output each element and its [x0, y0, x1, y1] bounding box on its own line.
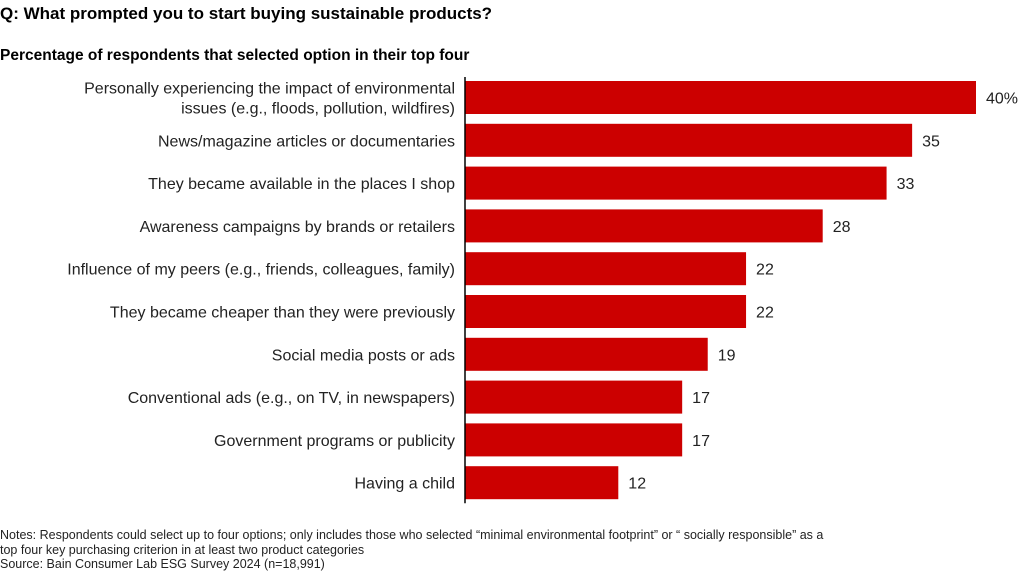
chart-footer: Notes: Respondents could select up to fo…	[0, 528, 1020, 572]
category-label-2: News/magazine articles or documentaries	[158, 133, 455, 150]
value-label-5: 22	[756, 262, 774, 279]
chart-question: Q: What prompted you to start buying sus…	[0, 4, 493, 23]
value-label-2: 35	[922, 133, 940, 150]
bar-9	[465, 423, 683, 457]
chart-subtitle: Percentage of respondents that selected …	[0, 47, 470, 64]
notes-line-2: top four key purchasing criterion in at …	[0, 542, 365, 557]
bar-7	[465, 337, 708, 371]
category-label-6: They became cheaper than they were previ…	[110, 305, 455, 322]
category-label-3: They became available in the places I sh…	[148, 176, 455, 193]
category-label-7: Social media posts or ads	[272, 347, 455, 364]
category-label-9: Government programs or publicity	[214, 433, 455, 450]
bar-6	[465, 295, 747, 328]
source-line: Source: Bain Consumer Lab ESG Survey 202…	[0, 557, 325, 571]
value-label-7: 19	[718, 347, 736, 364]
bar-8	[465, 380, 683, 414]
value-label-4: 28	[833, 219, 851, 236]
bar-10	[465, 466, 619, 500]
bar-3	[465, 166, 887, 200]
bar-1	[465, 81, 976, 114]
bar-2	[465, 123, 913, 157]
bar-chart: 40% Personally experiencing the impact of…	[67, 77, 1018, 504]
bar-5	[465, 252, 747, 286]
category-label-1-line-2: issues (e.g., floods, pollution, wildfir…	[181, 101, 455, 118]
category-label-8: Conventional ads (e.g., on TV, in newspa…	[128, 390, 455, 407]
category-label-5: Influence of my peers (e.g., friends, co…	[67, 262, 455, 279]
value-label-6: 22	[756, 305, 774, 322]
value-label-8: 17	[692, 390, 710, 407]
value-label-3: 33	[897, 176, 915, 193]
value-label-10: 12	[628, 476, 646, 493]
category-label-10: Having a child	[355, 476, 456, 493]
value-label-9: 17	[692, 433, 710, 450]
value-label-1: 40%	[986, 91, 1018, 108]
category-label-1-line-1: Personally experiencing the impact of en…	[84, 81, 455, 98]
notes-line-1: Notes: Respondents could select up to fo…	[0, 528, 824, 542]
category-label-4: Awareness campaigns by brands or retaile…	[140, 219, 455, 236]
bar-4	[465, 209, 823, 243]
